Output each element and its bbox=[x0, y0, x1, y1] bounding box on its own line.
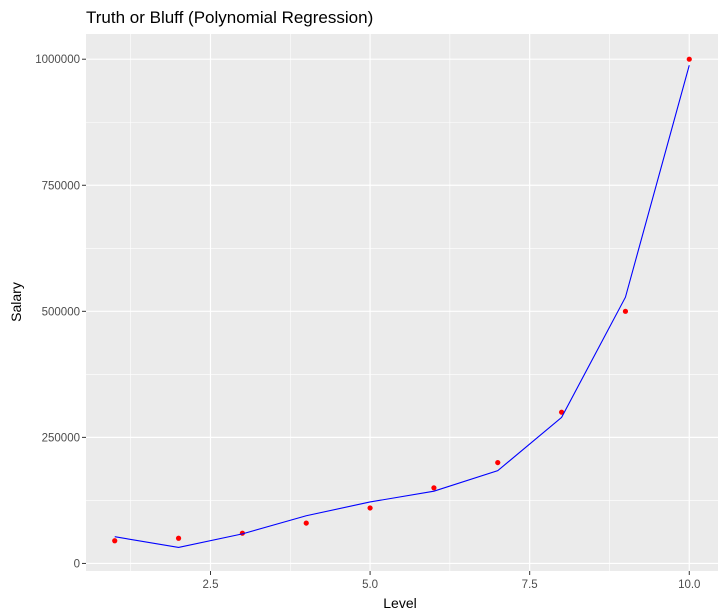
y-tick-label: 1000000 bbox=[35, 54, 80, 66]
data-point bbox=[431, 485, 437, 491]
x-tick-label: 7.5 bbox=[522, 579, 538, 591]
data-point bbox=[367, 505, 373, 511]
y-axis-title: Salary bbox=[8, 282, 24, 322]
y-tick-label: 500000 bbox=[42, 306, 80, 318]
tick-labels: 2.5 5.0 7.5 10.0 0 250000 500000 750000 1000000 bbox=[35, 54, 700, 591]
x-tick-label: 5.0 bbox=[362, 579, 378, 591]
y-tick-label: 750000 bbox=[42, 180, 80, 192]
grid-minor bbox=[86, 34, 718, 571]
regression-line bbox=[114, 65, 690, 548]
grid-major bbox=[86, 34, 718, 571]
data-point bbox=[303, 520, 309, 526]
x-tick-label: 2.5 bbox=[202, 579, 218, 591]
chart-title: Truth or Bluff (Polynomial Regression) bbox=[86, 8, 373, 27]
data-point bbox=[112, 538, 118, 544]
data-point bbox=[495, 459, 501, 466]
y-tick-label: 250000 bbox=[42, 432, 80, 444]
data-point bbox=[686, 56, 692, 62]
data-point bbox=[558, 409, 565, 415]
y-tick-label: 0 bbox=[74, 558, 80, 570]
x-tick-label: 10.0 bbox=[678, 579, 700, 591]
x-axis-title: Level bbox=[383, 595, 416, 611]
series-layer bbox=[112, 56, 692, 548]
plot-panel bbox=[86, 34, 718, 571]
axis-ticks bbox=[82, 58, 690, 575]
data-point bbox=[622, 308, 629, 314]
data-point bbox=[175, 535, 182, 541]
